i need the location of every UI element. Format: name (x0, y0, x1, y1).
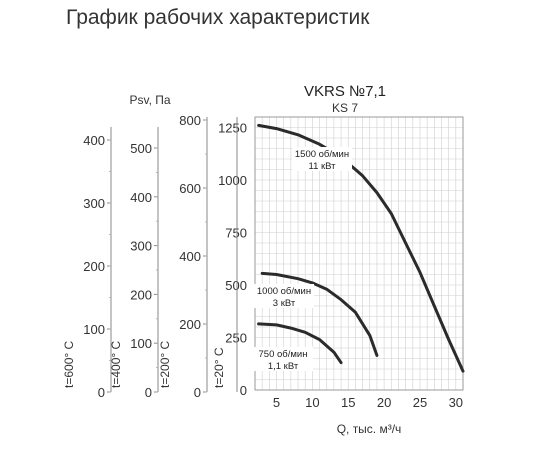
series-line-3 (257, 322, 343, 365)
series-label-power: 1,1 кВт (268, 361, 299, 372)
x-tick-label: 20 (377, 395, 391, 410)
series-label-background (292, 147, 352, 171)
y-tick-label: 1000 (218, 173, 247, 188)
pressure-tick-label: 600 (179, 181, 201, 196)
pressure-tick-label: 400 (179, 249, 201, 264)
pressure-tick-label: 200 (179, 317, 201, 332)
pressure-tick-label: 0 (145, 385, 152, 400)
x-tick-label: 15 (341, 395, 355, 410)
x-axis-label: Q, тыс. м³/ч (337, 422, 402, 436)
pressure-tick-label: 400 (83, 133, 105, 148)
plot-frame (254, 116, 464, 391)
y-tick-label: 0 (240, 383, 247, 398)
pressure-tick-label: 0 (98, 385, 105, 400)
pressure-tick-label: 800 (179, 113, 201, 128)
series-label-speed: 1500 об/мин (295, 149, 349, 160)
series-label-background (253, 347, 313, 371)
series-line-2 (260, 271, 379, 357)
y-tick-label: 500 (225, 278, 247, 293)
pressure-tick-label: 400 (130, 190, 152, 205)
pressure-tick-label: 300 (130, 239, 152, 254)
x-tick-label: 30 (449, 395, 463, 410)
y-tick-label: 250 (225, 331, 247, 346)
pressure-tick-label: 200 (130, 287, 152, 302)
series-line-1 (257, 123, 465, 373)
chart-subtitle: KS 7 (332, 101, 358, 115)
pressure-tick-label: 300 (83, 196, 105, 211)
pressure-axis-header: Psv, Па (129, 93, 170, 107)
pressure-axis-label: t=200° C (158, 341, 172, 388)
pressure-tick-label: 100 (83, 322, 105, 337)
pressure-tick-label: 500 (130, 141, 152, 156)
x-tick-label: 5 (273, 395, 280, 410)
pressure-axis-label: t=400° C (109, 341, 123, 388)
pressure-axis-label: t=600° C (62, 341, 76, 388)
series-label-power: 11 кВт (308, 161, 336, 172)
series-label-power: 3 кВт (273, 298, 296, 309)
y-tick-label: 750 (225, 226, 247, 241)
x-tick-label: 10 (305, 395, 319, 410)
page-title: График рабочих характеристик (66, 6, 370, 29)
y-tick-label: 1250 (218, 121, 247, 136)
series-label-speed: 750 об/мин (259, 349, 308, 360)
series-label-speed: 1000 об/мин (257, 286, 311, 297)
pressure-axis-label: t=20° C (212, 347, 226, 388)
x-tick-label: 25 (413, 395, 427, 410)
pressure-tick-label: 100 (130, 336, 152, 351)
series-label-background (254, 284, 314, 308)
chart-title: VKRS №7,1 (304, 83, 386, 100)
pressure-tick-label: 0 (194, 385, 201, 400)
pressure-tick-label: 200 (83, 259, 105, 274)
